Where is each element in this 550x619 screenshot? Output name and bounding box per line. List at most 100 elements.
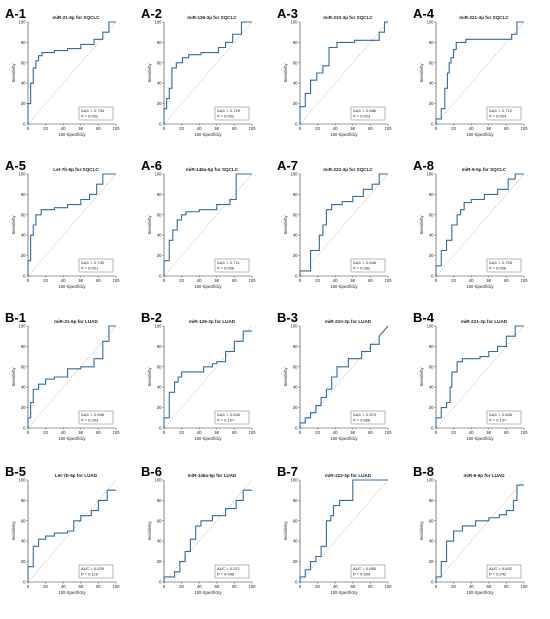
y-tick-label: 100 — [291, 20, 299, 25]
x-tick-label: 20 — [179, 278, 184, 283]
y-tick-label: 0 — [295, 122, 298, 127]
x-tick-label: 80 — [504, 126, 509, 131]
y-tick-label: 20 — [293, 405, 298, 410]
x-axis-label: 100-Specificity — [330, 284, 358, 289]
x-tick-label: 40 — [61, 278, 66, 283]
auc-value: AUC = 0.626 — [489, 412, 513, 417]
y-tick-label: 100 — [427, 172, 435, 177]
y-tick-label: 40 — [293, 233, 298, 238]
auc-value: AUC = 0.646 — [353, 260, 377, 265]
y-tick-label: 0 — [23, 122, 26, 127]
y-tick-label: 40 — [429, 233, 434, 238]
p-value: P = 0.002 — [81, 114, 99, 119]
y-tick-label: 80 — [293, 192, 298, 197]
y-tick-label: 60 — [157, 364, 162, 369]
roc-curve — [299, 21, 388, 124]
y-tick-label: 20 — [157, 101, 162, 106]
x-tick-label: 0 — [27, 126, 30, 131]
y-axis-label: Sensitivity — [419, 521, 424, 541]
roc-curve — [299, 173, 388, 276]
panel-label: A-4 — [413, 6, 435, 21]
x-tick-label: 60 — [350, 126, 355, 131]
panel-label: B-1 — [5, 310, 26, 325]
y-axis-label: Sensitivity — [11, 521, 16, 541]
y-tick-label: 80 — [157, 40, 162, 45]
auc-box — [214, 106, 250, 121]
y-axis-label: Sensitivity — [283, 63, 288, 83]
roc-panel-a-6: A-6 miR-146a-5p for SQCLC 00 20 20 40 40 60 60 80… — [141, 158, 256, 289]
y-tick-label: 80 — [157, 344, 162, 349]
y-tick-label: 60 — [21, 60, 26, 65]
chart-title: miR-210-3p for LUAD — [325, 319, 372, 324]
auc-box — [214, 410, 250, 425]
x-tick-label: 40 — [333, 430, 338, 435]
reference-diagonal — [163, 173, 253, 277]
x-tick-label: 20 — [315, 430, 320, 435]
x-tick-label: 0 — [435, 584, 438, 589]
x-tick-label: 40 — [469, 126, 474, 131]
reference-diagonal — [299, 173, 389, 277]
x-tick-label: 60 — [486, 430, 491, 435]
x-tick-label: 80 — [96, 126, 101, 131]
x-tick-label: 20 — [43, 430, 48, 435]
y-tick-label: 20 — [293, 559, 298, 564]
y-tick-label: 60 — [429, 60, 434, 65]
y-tick-label: 40 — [429, 385, 434, 390]
x-tick-label: 20 — [315, 584, 320, 589]
y-tick-label: 20 — [429, 405, 434, 410]
roc-curve — [163, 173, 252, 276]
x-axis-label: 100-Specificity — [58, 436, 86, 441]
chart-title: miR-222-3p for SQCLC — [323, 167, 373, 172]
x-axis-label: 100-Specificity — [194, 284, 222, 289]
x-tick-label: 20 — [315, 278, 320, 283]
y-tick-label: 100 — [427, 20, 435, 25]
y-tick-label: 20 — [21, 101, 26, 106]
reference-diagonal — [27, 173, 117, 277]
y-tick-label: 100 — [291, 478, 299, 483]
roc-curve — [299, 479, 388, 582]
chart-title: miR-126-3p for SQCLC — [187, 15, 237, 20]
x-tick-label: 20 — [179, 430, 184, 435]
roc-curve — [435, 484, 524, 582]
x-axis-label: 100-Specificity — [330, 132, 358, 137]
chart-title: miR-210-3p for SQCLC — [323, 15, 373, 20]
chart-title: miR-146a-5p for LUAD — [188, 473, 237, 478]
auc-box — [78, 258, 114, 273]
p-value: P = 0.137 — [489, 418, 507, 423]
y-tick-label: 40 — [21, 539, 26, 544]
auc-value: AUC = 0.634 — [217, 412, 241, 417]
x-tick-label: 60 — [214, 126, 219, 131]
y-tick-label: 40 — [21, 233, 26, 238]
y-axis-label: Sensitivity — [283, 367, 288, 387]
x-axis-label: 100-Specificity — [58, 590, 86, 595]
y-tick-label: 100 — [155, 478, 163, 483]
reference-diagonal — [163, 325, 253, 429]
y-tick-label: 40 — [429, 81, 434, 86]
y-tick-label: 100 — [155, 172, 163, 177]
chart-title: Let-7b-5p for LUAD — [55, 473, 98, 478]
p-value: P = 0.001 — [81, 266, 99, 271]
x-tick-label: 100 — [113, 278, 121, 283]
y-tick-label: 20 — [429, 253, 434, 258]
x-tick-label: 40 — [197, 126, 202, 131]
y-tick-label: 40 — [157, 233, 162, 238]
reference-diagonal — [299, 479, 389, 583]
y-tick-label: 80 — [429, 192, 434, 197]
x-tick-label: 80 — [504, 584, 509, 589]
x-tick-label: 60 — [78, 278, 83, 283]
reference-diagonal — [435, 173, 525, 277]
y-tick-label: 60 — [21, 364, 26, 369]
x-tick-label: 100 — [113, 430, 121, 435]
chart-title: miR-9-5p for LUAD — [463, 473, 505, 478]
y-tick-label: 0 — [295, 426, 298, 431]
x-tick-label: 100 — [385, 278, 393, 283]
x-tick-label: 60 — [78, 126, 83, 131]
y-tick-label: 0 — [23, 580, 26, 585]
x-tick-label: 40 — [333, 278, 338, 283]
auc-box — [350, 410, 386, 425]
auc-box — [214, 564, 250, 579]
y-tick-label: 100 — [155, 20, 163, 25]
x-tick-label: 0 — [163, 584, 166, 589]
auc-box — [78, 106, 114, 121]
